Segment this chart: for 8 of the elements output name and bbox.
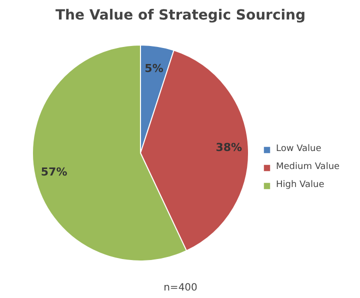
legend-label: High Value (276, 180, 324, 190)
chart-title: The Value of Strategic Sourcing (55, 8, 306, 24)
data-label: 57% (40, 166, 68, 179)
legend-label: Low Value (276, 144, 322, 154)
data-label: 5% (144, 62, 164, 76)
data-label: 38% (216, 140, 242, 154)
legend-label: Medium Value (276, 162, 340, 172)
text: n=400 (164, 282, 198, 294)
